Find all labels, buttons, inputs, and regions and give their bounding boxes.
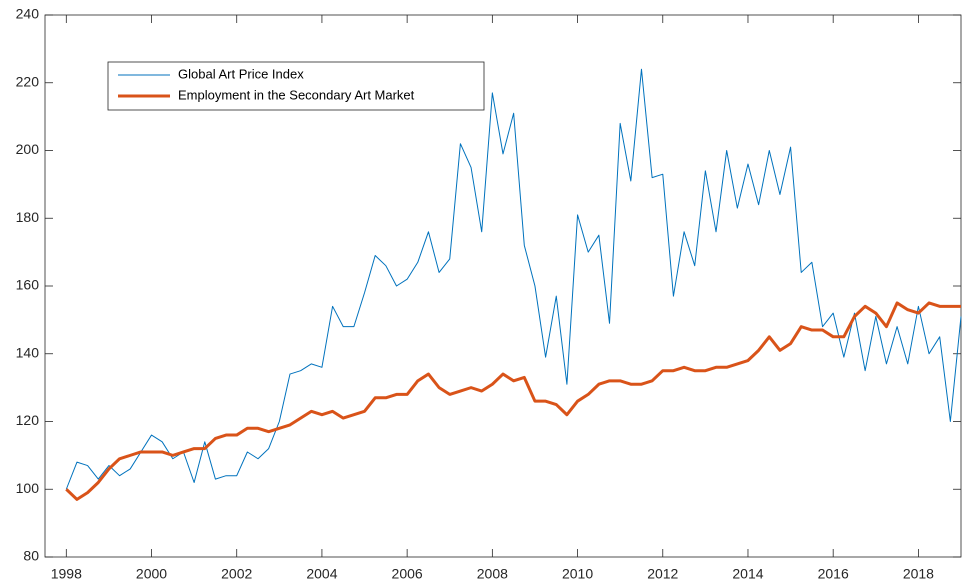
y-tick-label: 220 xyxy=(16,73,40,89)
y-tick-label: 100 xyxy=(16,480,40,496)
y-tick-label: 160 xyxy=(16,277,40,293)
y-tick-label: 200 xyxy=(16,141,40,157)
legend-box xyxy=(107,61,485,111)
legend-label: Global Art Price Index xyxy=(178,66,304,81)
series-line xyxy=(65,301,961,501)
y-tick-label: 120 xyxy=(16,412,40,428)
x-tick-label: 1998 xyxy=(51,566,82,582)
legend-label: Employment in the Secondary Art Market xyxy=(178,87,415,102)
x-tick-label: 2018 xyxy=(903,566,934,582)
x-tick-label: 2006 xyxy=(392,566,423,582)
x-tick-label: 2016 xyxy=(818,566,849,582)
series-line xyxy=(65,68,962,490)
x-tick-label: 2012 xyxy=(647,566,678,582)
y-tick-label: 80 xyxy=(23,548,39,564)
x-tick-label: 2000 xyxy=(136,566,167,582)
y-tick-label: 240 xyxy=(16,6,40,22)
x-tick-label: 2002 xyxy=(221,566,252,582)
x-tick-label: 2008 xyxy=(477,566,508,582)
x-tick-label: 2004 xyxy=(306,566,337,582)
y-tick-label: 140 xyxy=(16,344,40,360)
y-tick-label: 180 xyxy=(16,209,40,225)
x-tick-label: 2014 xyxy=(732,566,763,582)
x-tick-label: 2010 xyxy=(562,566,593,582)
